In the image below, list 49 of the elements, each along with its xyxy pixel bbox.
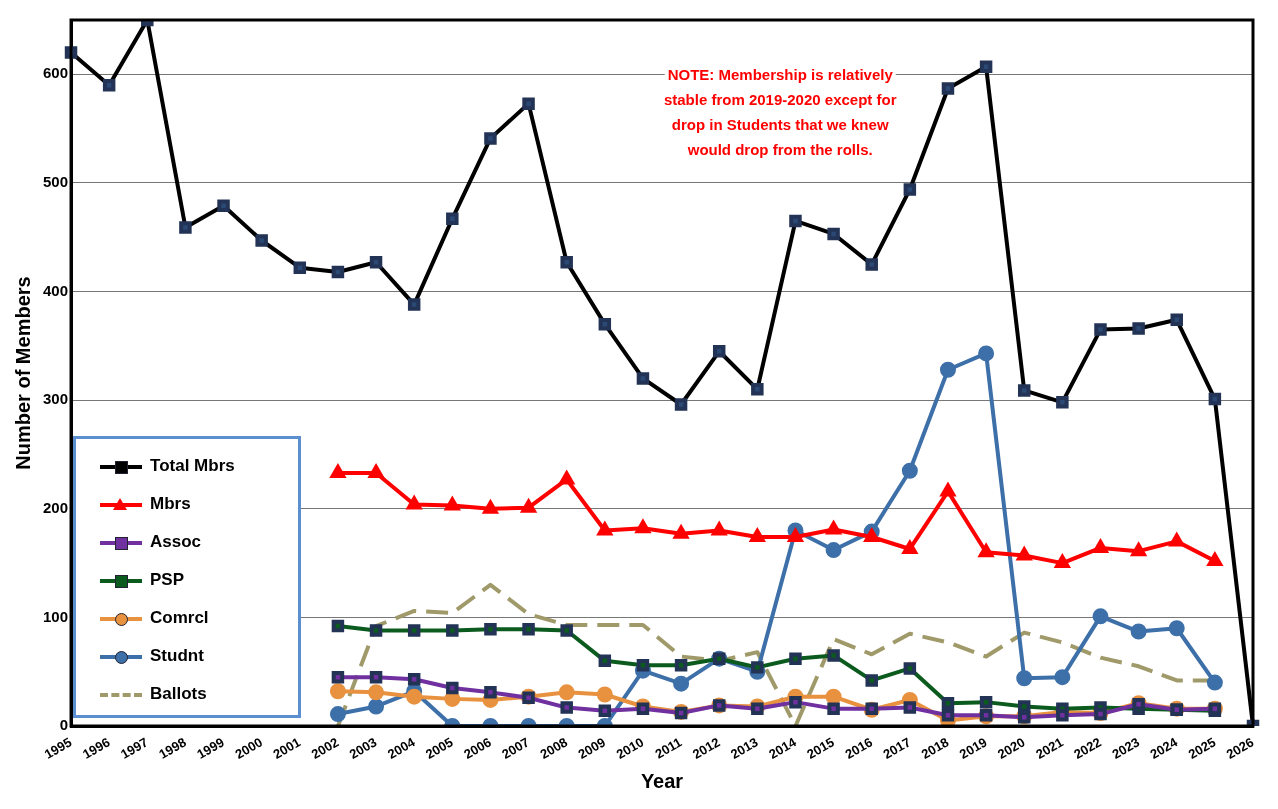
legend-label: Total Mbrs (150, 456, 235, 477)
x-tick-label: 2004 (384, 734, 419, 762)
x-tick-label: 2023 (1109, 734, 1142, 762)
legend-label: Assoc (150, 532, 202, 553)
x-tick-label: 2019 (956, 734, 990, 762)
x-tick-label: 2008 (537, 734, 570, 762)
x-tick-label: 2002 (308, 734, 342, 762)
x-tick-label: 1995 (41, 734, 75, 762)
x-tick-label: 2005 (423, 734, 456, 762)
y-tick-label: 400 (43, 281, 69, 299)
x-tick-label: 2013 (728, 734, 761, 762)
legend-label: Comrcl (150, 608, 209, 629)
x-tick-label: 1997 (118, 734, 151, 762)
x-tick-label: 1999 (194, 734, 227, 762)
y-axis-title: Number of Members (11, 276, 34, 470)
x-tick-label: 2000 (232, 734, 265, 762)
x-tick-label: 2015 (804, 734, 837, 762)
x-tick-label: 2012 (689, 734, 723, 762)
y-tick-label: 100 (43, 607, 69, 625)
annotation: NOTE: Membership is relatively stable from 2019-2020 except for drop in Students that we knew would drop from the rolls. (663, 66, 897, 158)
x-tick-label: 1996 (79, 734, 113, 762)
y-tick-label: 0 (59, 716, 69, 734)
x-tick-label: 2024 (1147, 734, 1181, 762)
x-tick-label: 2025 (1185, 734, 1219, 762)
y-tick-label: 500 (43, 173, 69, 191)
y-tick-label: 600 (43, 64, 69, 82)
legend-label: PSP (150, 570, 185, 591)
x-tick-label: 2011 (652, 734, 685, 762)
x-tick-label: 2016 (842, 734, 876, 762)
x-axis-title: Year (640, 769, 684, 792)
x-tick-label: 2014 (766, 734, 800, 762)
legend-label: Studnt (150, 646, 204, 667)
x-tick-label: 2009 (575, 734, 609, 762)
x-tick-label: 2020 (995, 734, 1028, 762)
y-tick-label: 300 (43, 390, 69, 408)
x-tick-label: 2001 (270, 734, 304, 762)
x-tick-label: 2003 (346, 734, 380, 762)
legend-label: Ballots (150, 684, 207, 705)
x-tick-label: 2022 (1071, 734, 1104, 762)
legend-label: Mbrs (150, 494, 191, 515)
x-tick-label: 2007 (499, 734, 532, 762)
y-tick-label: 200 (43, 498, 69, 516)
x-tick-label: 2017 (880, 734, 914, 762)
x-tick-label: 2010 (613, 734, 647, 762)
x-tick-label: 1998 (156, 734, 189, 762)
x-tick-label: 2006 (461, 734, 494, 762)
x-tick-label: 2018 (918, 734, 952, 762)
x-tick-label: 2026 (1223, 734, 1257, 762)
x-tick-label: 2021 (1033, 734, 1066, 762)
